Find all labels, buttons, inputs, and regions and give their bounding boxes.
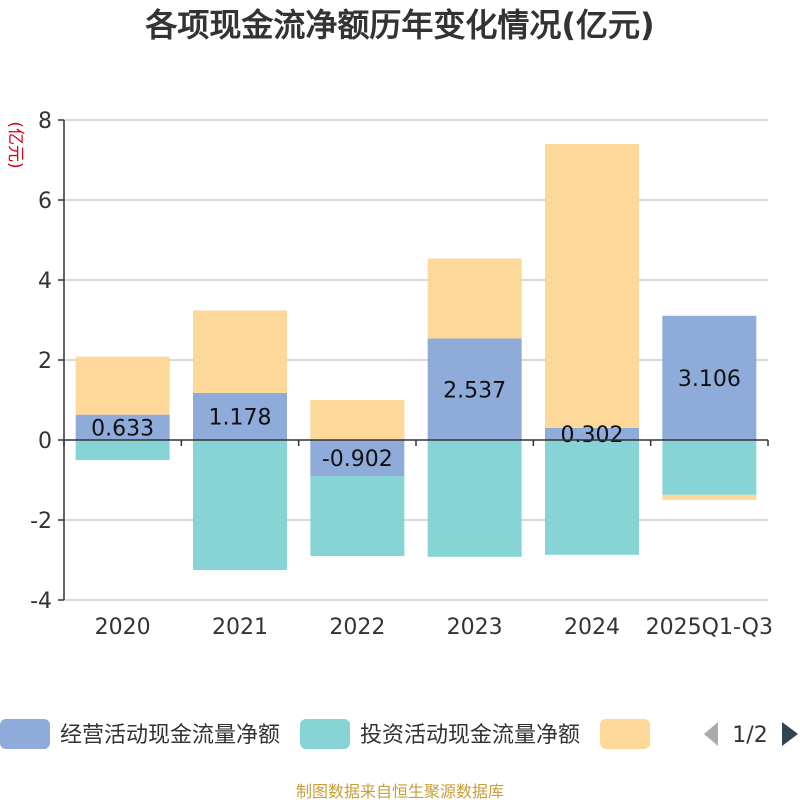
bar-series-1 [545, 427, 639, 440]
y-tick-label: 2 [38, 349, 52, 374]
bar-series-2 [545, 440, 639, 555]
bars [75, 143, 757, 570]
bar-series-3 [75, 356, 170, 415]
bar-series-3 [545, 143, 639, 428]
bar-series-2 [75, 440, 170, 460]
y-tick-label: 0 [38, 429, 52, 454]
bar-series-1 [427, 338, 522, 440]
data-label: -0.902 [322, 447, 393, 472]
axes: 8 6 4 2 0 -2 -4 2020 2021 2022 2023 2024 2025Q1-Q3 [30, 109, 773, 640]
legend-swatch [0, 719, 50, 749]
y-tick-label: -4 [30, 589, 52, 614]
data-label: 0.633 [91, 416, 154, 441]
bar-series-3 [310, 400, 405, 440]
x-tick-label: 2024 [564, 615, 620, 640]
bar-series-3 [662, 494, 757, 500]
y-tick-label: 4 [38, 269, 52, 294]
source-note: 制图数据来自恒生聚源数据库 [296, 782, 504, 800]
legend-next-arrow-icon [782, 722, 798, 746]
legend-prev-arrow-icon [704, 722, 718, 746]
legend-swatch [300, 719, 351, 749]
legend: 经营活动现金流量净额 投资活动现金流量净额 1/2 [0, 719, 798, 749]
bar-series-3 [193, 310, 287, 393]
y-tick-label: 8 [38, 109, 52, 134]
bar-series-1 [662, 315, 757, 440]
data-labels: 0.633 1.178 -0.902 2.537 0.302 3.106 [91, 367, 741, 472]
bar-series-3 [427, 258, 522, 339]
data-label: 2.537 [443, 378, 506, 403]
legend-label: 投资活动现金流量净额 [360, 723, 580, 748]
legend-label: 经营活动现金流量净额 [60, 723, 280, 748]
bar-series-1 [193, 392, 287, 440]
y-axis-unit: (亿元) [5, 121, 25, 168]
bar-series-2 [662, 440, 757, 495]
y-tick-label: -2 [30, 509, 52, 534]
bar-series-2 [427, 440, 522, 557]
x-tick-label: 2020 [95, 615, 151, 640]
legend-swatch [600, 719, 651, 749]
legend-page-indicator: 1/2 [732, 723, 767, 748]
bar-series-2 [310, 476, 405, 557]
chart-title: 各项现金流净额历年变化情况(亿元) [145, 6, 654, 44]
data-label: 0.302 [561, 423, 624, 448]
bar-series-2 [193, 440, 287, 570]
x-tick-label: 2025Q1-Q3 [646, 615, 773, 640]
bar-series-1 [310, 440, 405, 477]
x-tick-label: 2021 [212, 615, 268, 640]
x-tick-label: 2022 [329, 615, 385, 640]
y-tick-label: 6 [38, 189, 52, 214]
data-label: 1.178 [209, 405, 272, 430]
bar-series-1 [75, 414, 170, 440]
data-label: 3.106 [678, 367, 741, 392]
grid-lines [64, 119, 768, 601]
x-tick-label: 2023 [447, 615, 503, 640]
